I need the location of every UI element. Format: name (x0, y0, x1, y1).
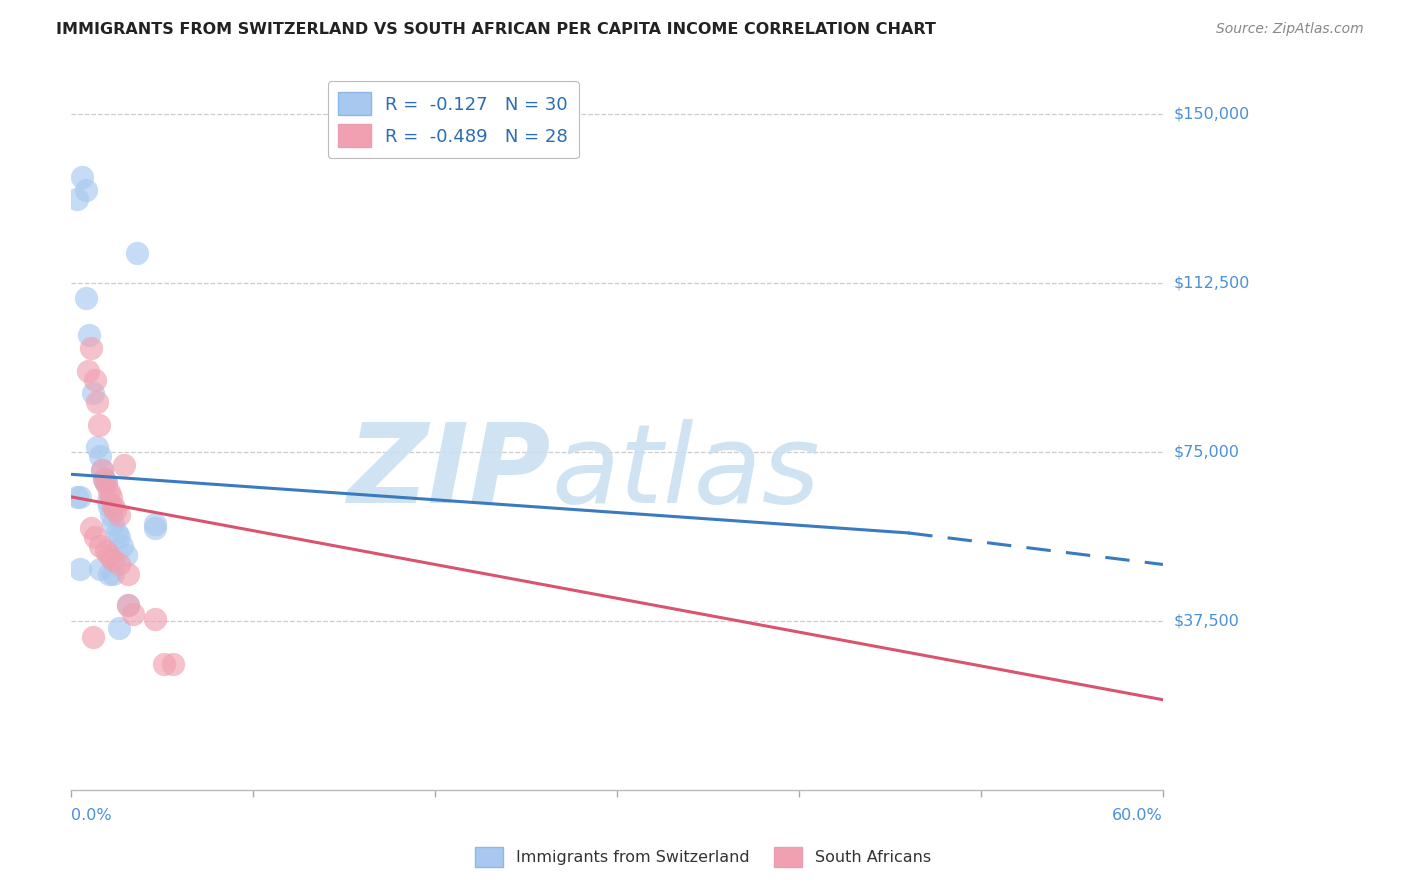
Point (107, 508, 129, 522)
Point (75, 183, 97, 197)
Point (107, 621, 129, 635)
Point (101, 553, 124, 567)
Point (80, 341, 103, 355)
Point (105, 525, 128, 540)
Point (98, 566, 121, 581)
Point (66, 192, 89, 206)
Point (89, 562, 111, 576)
Point (101, 566, 124, 581)
Point (66, 490, 89, 504)
Point (114, 549, 136, 563)
Point (111, 540, 134, 554)
Point (86, 395, 108, 409)
Point (83, 373, 105, 387)
Point (98, 549, 121, 563)
Legend: R =  -0.127   N = 30, R =  -0.489   N = 28: R = -0.127 N = 30, R = -0.489 N = 28 (328, 81, 579, 158)
Point (98, 499, 121, 513)
Point (153, 657, 176, 671)
Point (117, 598, 139, 612)
Point (112, 458, 135, 473)
Point (89, 540, 111, 554)
Point (80, 521, 103, 535)
Point (82, 386, 104, 401)
Point (122, 607, 145, 621)
Legend: Immigrants from Switzerland, South Africans: Immigrants from Switzerland, South Afric… (468, 841, 938, 873)
Text: Source: ZipAtlas.com: Source: ZipAtlas.com (1216, 22, 1364, 37)
Text: IMMIGRANTS FROM SWITZERLAND VS SOUTH AFRICAN PER CAPITA INCOME CORRELATION CHART: IMMIGRANTS FROM SWITZERLAND VS SOUTH AFR… (56, 22, 936, 37)
Point (76, 363, 98, 377)
Point (98, 485, 121, 500)
Point (91, 463, 114, 477)
Text: 60.0%: 60.0% (1112, 808, 1163, 823)
Text: 0.0%: 0.0% (72, 808, 112, 823)
Point (93, 472, 115, 486)
Point (91, 463, 114, 477)
Point (143, 521, 166, 535)
Point (87, 417, 110, 432)
Point (117, 566, 139, 581)
Text: atlas: atlas (551, 419, 820, 526)
Point (93, 472, 115, 486)
Point (125, 246, 148, 260)
Point (107, 558, 129, 572)
Point (70, 169, 93, 184)
Point (82, 630, 104, 644)
Point (143, 516, 166, 531)
Point (75, 292, 97, 306)
Point (94, 476, 117, 491)
Point (69, 562, 91, 576)
Point (86, 440, 108, 454)
Point (117, 598, 139, 612)
Text: ZIP: ZIP (349, 419, 551, 526)
Point (104, 503, 127, 517)
Point (101, 499, 124, 513)
Point (100, 490, 122, 504)
Point (94, 544, 117, 558)
Point (101, 516, 124, 531)
Text: $37,500: $37,500 (1174, 614, 1240, 628)
Point (89, 450, 111, 464)
Point (69, 490, 91, 504)
Point (79, 327, 101, 342)
Point (107, 531, 129, 545)
Text: $112,500: $112,500 (1174, 276, 1250, 290)
Point (97, 494, 120, 508)
Point (100, 508, 122, 522)
Point (162, 657, 184, 671)
Text: $75,000: $75,000 (1174, 444, 1240, 459)
Text: $150,000: $150,000 (1174, 106, 1250, 121)
Point (94, 476, 117, 491)
Point (143, 611, 166, 625)
Point (83, 531, 105, 545)
